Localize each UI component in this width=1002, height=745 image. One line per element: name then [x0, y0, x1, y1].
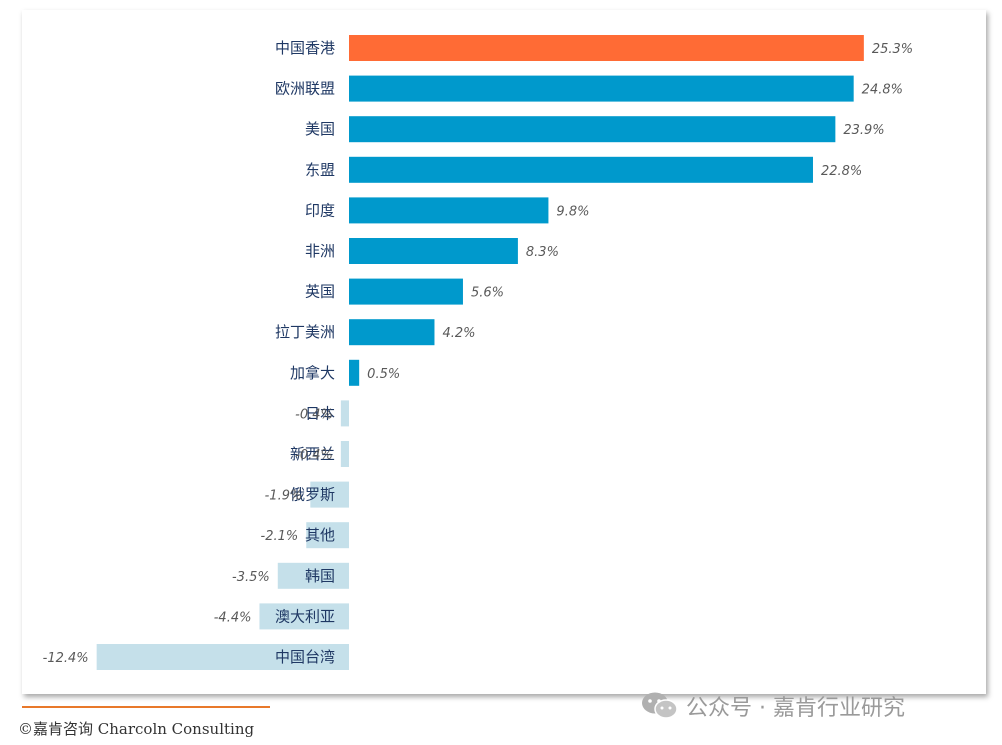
- value-label: 24.8%: [862, 83, 903, 98]
- category-label: 日本: [305, 404, 335, 422]
- category-label: 其他: [305, 526, 335, 544]
- category-label: 加拿大: [290, 364, 335, 382]
- category-label: 英国: [305, 283, 335, 301]
- bar-14: [277, 562, 349, 589]
- bar-7: [349, 278, 463, 305]
- chart-card: 中国香港 25.3% 欧洲联盟 24.8% 美国 23.9% 东盟 22.8% 印度 9.8% 非洲…: [22, 10, 986, 694]
- bar-10: [340, 400, 349, 427]
- category-label: 中国香港: [275, 39, 335, 57]
- value-label: -12.4%: [43, 651, 89, 666]
- bar-4: [349, 156, 813, 183]
- value-label: -0.4%: [295, 407, 333, 422]
- value-label: 9.8%: [556, 204, 589, 219]
- value-label: -1.9%: [265, 489, 303, 504]
- value-label: 23.9%: [843, 123, 884, 138]
- footer-divider: [22, 706, 270, 708]
- bar-3: [349, 116, 836, 143]
- category-label: 美国: [305, 120, 335, 138]
- category-label: 新西兰: [290, 445, 335, 463]
- category-label: 拉丁美洲: [275, 323, 335, 341]
- value-label: 25.3%: [872, 42, 913, 57]
- bar-5: [349, 197, 549, 224]
- bar-1: [349, 35, 864, 61]
- bar-13: [306, 522, 349, 549]
- value-label: 22.8%: [821, 164, 862, 179]
- value-label: -4.4%: [214, 610, 252, 625]
- value-label: -0.4%: [295, 448, 333, 463]
- bar-9: [349, 359, 360, 386]
- category-label: 韩国: [305, 567, 335, 585]
- bar-8: [349, 319, 435, 346]
- wechat-watermark: 公众号 · 嘉肯行业研究: [640, 690, 905, 722]
- category-label: 中国台湾: [275, 648, 335, 666]
- category-label: 澳大利亚: [275, 607, 335, 625]
- category-label: 非洲: [305, 242, 335, 260]
- category-label: 俄罗斯: [290, 486, 335, 504]
- value-label: 0.5%: [367, 367, 400, 382]
- value-label: 5.6%: [471, 286, 504, 301]
- copyright-credit: ©嘉肯咨询 Charcoln Consulting: [18, 720, 255, 738]
- value-label: -3.5%: [232, 570, 270, 585]
- bar-11: [340, 441, 349, 467]
- value-label: 8.3%: [526, 245, 559, 260]
- category-label: 欧洲联盟: [275, 80, 335, 98]
- category-label: 印度: [305, 201, 335, 219]
- bar-chart: 中国香港 25.3% 欧洲联盟 24.8% 美国 23.9% 东盟 22.8% 印度 9.8% 非洲…: [43, 35, 913, 670]
- value-label: -2.1%: [261, 529, 299, 544]
- wechat-icon: [642, 692, 678, 719]
- bar-6: [349, 238, 518, 264]
- value-label: 4.2%: [442, 326, 475, 341]
- category-label: 东盟: [305, 161, 335, 179]
- watermark-text: 公众号 · 嘉肯行业研究: [686, 696, 905, 721]
- bar-15: [259, 603, 349, 630]
- bar-12: [310, 481, 349, 508]
- bar-2: [349, 75, 854, 102]
- bar-16: [96, 644, 349, 670]
